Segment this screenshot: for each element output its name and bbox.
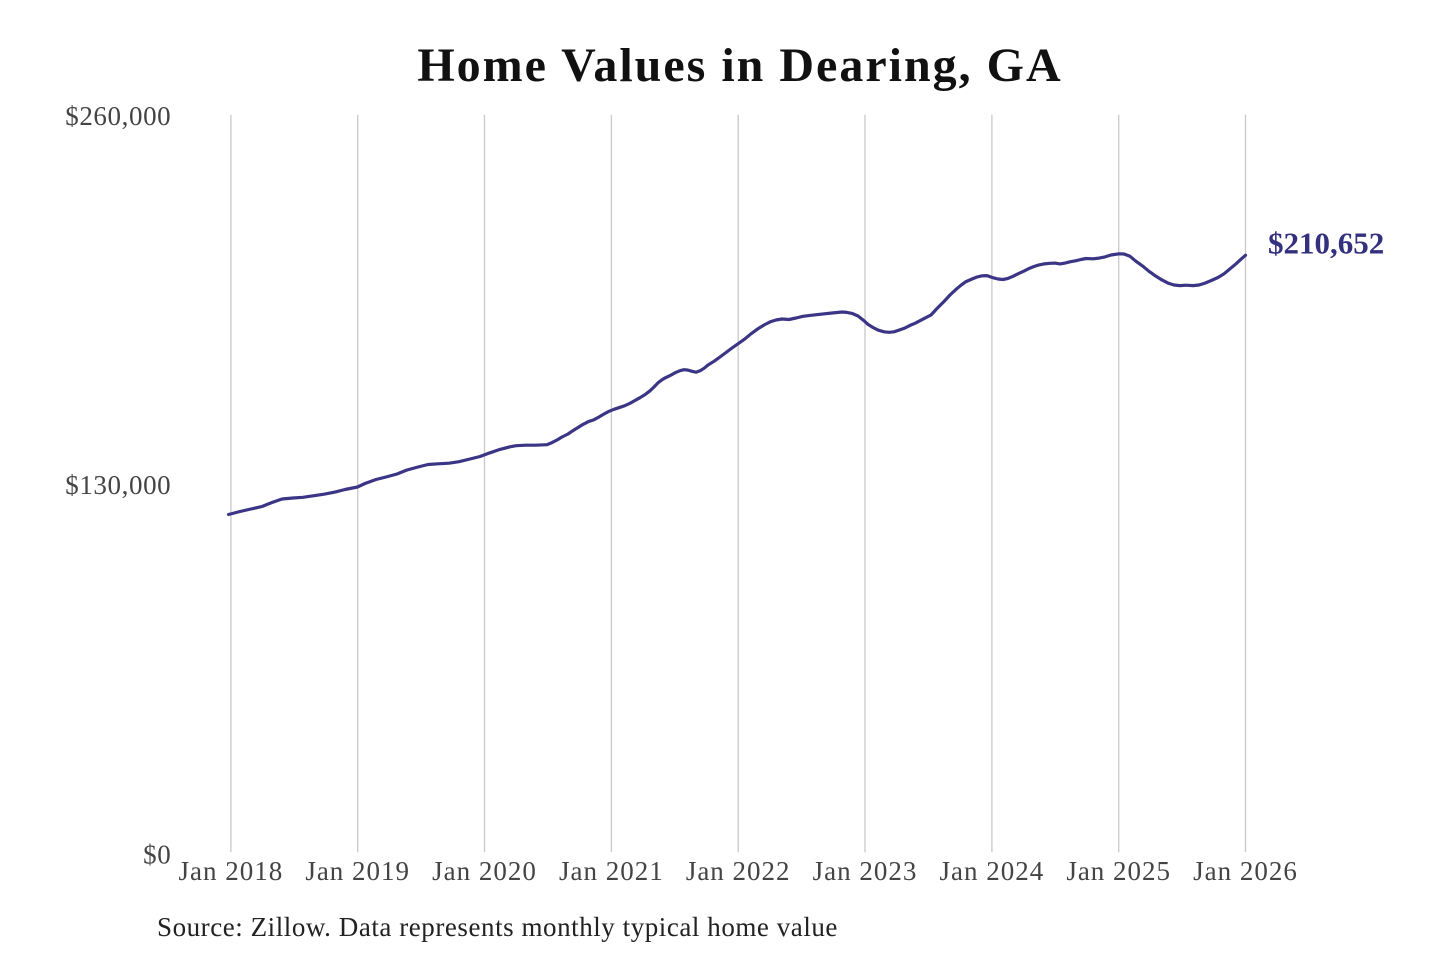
- svg-text:Jan 2020: Jan 2020: [432, 856, 537, 886]
- svg-text:Home Values in Dearing, GA: Home Values in Dearing, GA: [417, 39, 1062, 92]
- svg-text:$260,000: $260,000: [65, 101, 171, 131]
- svg-text:$210,652: $210,652: [1268, 226, 1384, 261]
- svg-text:$0: $0: [143, 840, 171, 870]
- svg-text:Jan 2021: Jan 2021: [559, 856, 664, 886]
- svg-text:Jan 2025: Jan 2025: [1066, 856, 1171, 886]
- svg-text:Jan 2026: Jan 2026: [1193, 856, 1298, 886]
- svg-text:Jan 2022: Jan 2022: [686, 856, 791, 886]
- svg-text:Jan 2018: Jan 2018: [179, 856, 284, 886]
- svg-text:Jan 2024: Jan 2024: [940, 856, 1045, 886]
- svg-text:Jan 2023: Jan 2023: [813, 856, 918, 886]
- svg-text:Jan 2019: Jan 2019: [305, 856, 410, 886]
- svg-text:$130,000: $130,000: [65, 470, 171, 500]
- svg-text:Source: Zillow. Data represent: Source: Zillow. Data represents monthly …: [157, 912, 838, 942]
